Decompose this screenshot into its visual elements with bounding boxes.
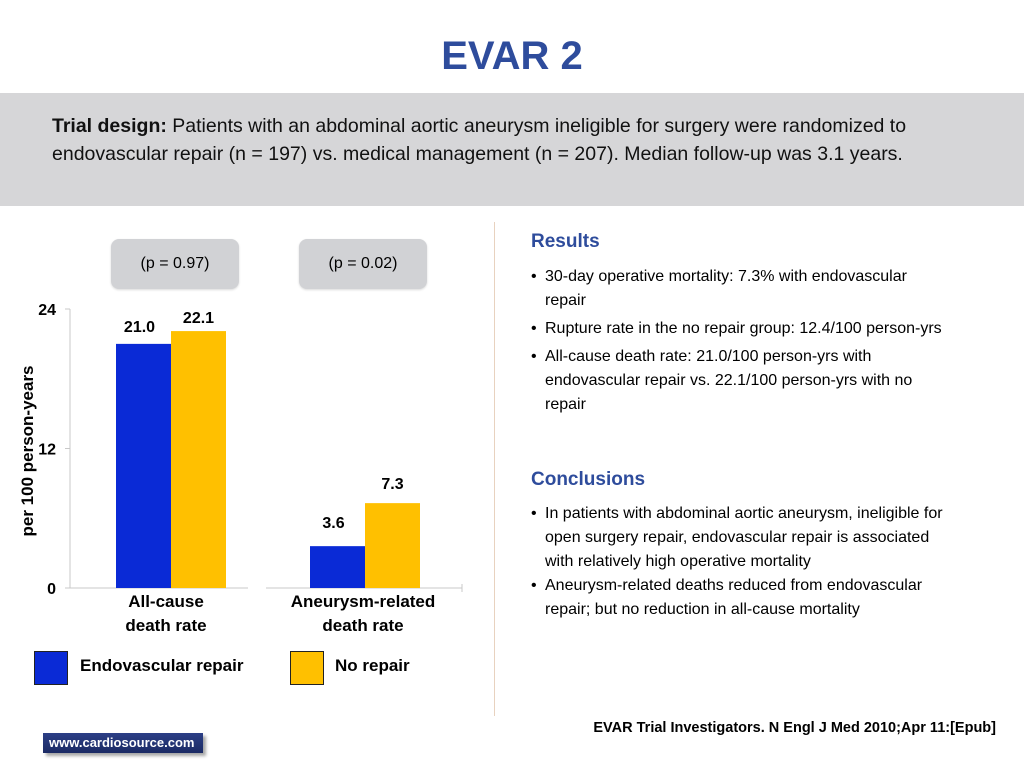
category-label-aneurysm: Aneurysm-related death rate bbox=[270, 590, 456, 638]
trial-design-body: Patients with an abdominal aortic aneury… bbox=[52, 115, 907, 165]
y-tick-label: 12 bbox=[38, 442, 56, 459]
y-tick-label: 0 bbox=[47, 581, 56, 598]
results-item: 30-day operative mortality: 7.3% with en… bbox=[531, 265, 951, 313]
bar-chart: 0 12 24 21.0 3.6 22.1 7.3 bbox=[38, 302, 463, 598]
bar bbox=[116, 343, 171, 588]
results-item: Rupture rate in the no repair group: 12.… bbox=[531, 317, 951, 341]
legend-label-no-repair: No repair bbox=[335, 656, 410, 675]
p-value-pill-aneurysm: (p = 0.02) bbox=[299, 239, 427, 289]
results-heading: Results bbox=[531, 231, 600, 252]
conclusions-item: In patients with abdominal aortic aneury… bbox=[531, 502, 951, 574]
y-axis-label: per 100 person-years bbox=[18, 365, 37, 537]
results-list: 30-day operative mortality: 7.3% with en… bbox=[531, 265, 951, 421]
conclusions-item: Aneurysm-related deaths reduced from end… bbox=[531, 574, 951, 622]
conclusions-heading: Conclusions bbox=[531, 469, 646, 490]
trial-design-band bbox=[0, 93, 1024, 206]
legend-label-endovascular: Endovascular repair bbox=[80, 656, 244, 675]
bar-data-label: 21.0 bbox=[124, 319, 155, 336]
category-label-all-cause: All-cause death rate bbox=[96, 590, 236, 638]
bar-data-label: 3.6 bbox=[322, 515, 344, 532]
bar-data-label: 7.3 bbox=[381, 476, 403, 493]
conclusions-list: In patients with abdominal aortic aneury… bbox=[531, 502, 951, 622]
p-value-pill-all-cause: (p = 0.97) bbox=[111, 239, 239, 289]
results-item: All-cause death rate: 21.0/100 person-yr… bbox=[531, 345, 951, 417]
legend-swatch-endovascular bbox=[34, 651, 68, 685]
category-label-all-cause-text: All-cause death rate bbox=[125, 592, 207, 635]
citation: EVAR Trial Investigators. N Engl J Med 2… bbox=[593, 720, 996, 736]
bar bbox=[365, 503, 420, 588]
legend-swatch-no-repair bbox=[290, 651, 324, 685]
trial-design-label: Trial design: bbox=[52, 115, 167, 137]
y-tick-label: 24 bbox=[38, 302, 56, 319]
bar bbox=[310, 546, 365, 588]
bar bbox=[171, 331, 226, 588]
site-badge[interactable]: www.cardiosource.com bbox=[43, 733, 203, 753]
trial-design-text: Trial design: Patients with an abdominal… bbox=[52, 112, 972, 168]
category-label-aneurysm-text: Aneurysm-related death rate bbox=[290, 592, 436, 635]
slide-title: EVAR 2 bbox=[441, 34, 583, 78]
bar-data-label: 22.1 bbox=[183, 310, 214, 327]
column-divider bbox=[494, 222, 495, 716]
